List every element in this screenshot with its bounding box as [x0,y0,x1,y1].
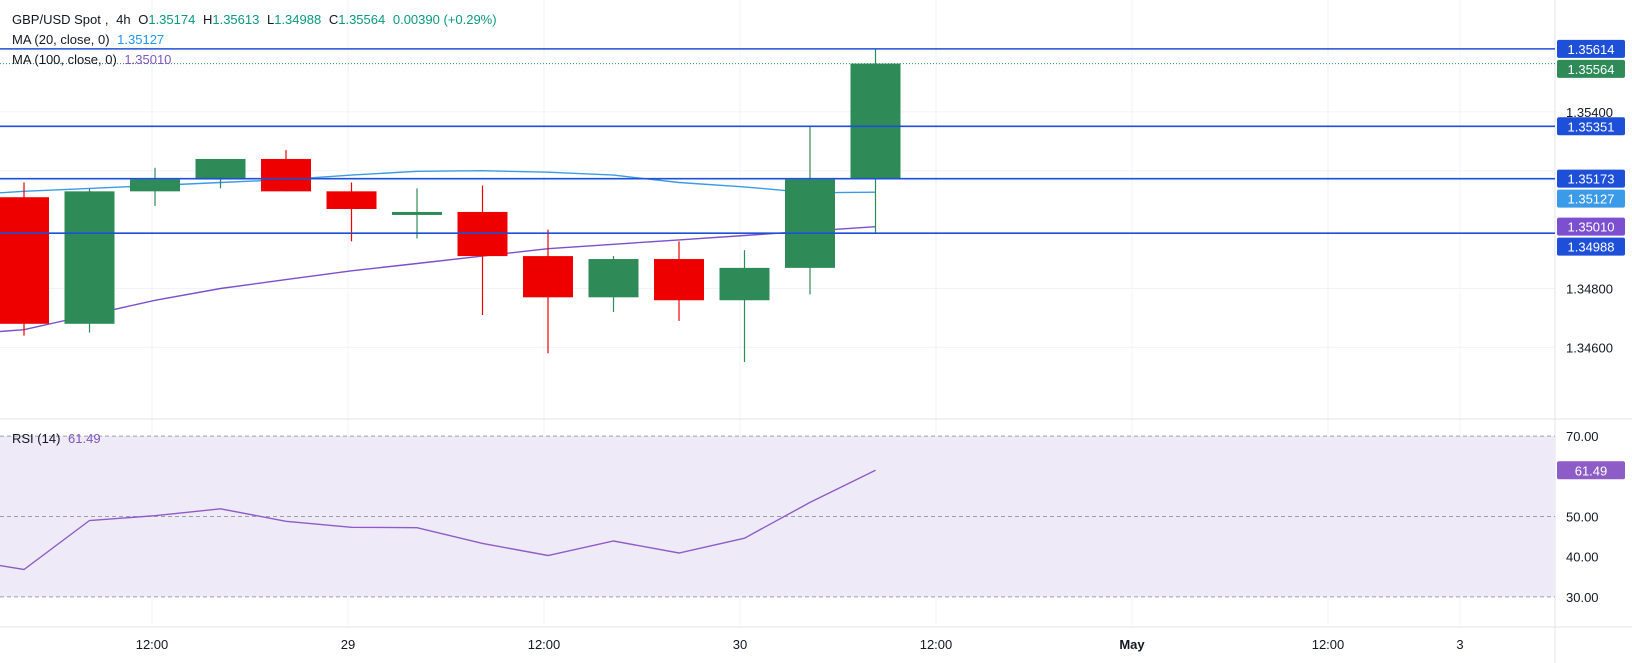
rsi-badge: 61.49 [1557,461,1625,480]
time-tick-label: 3 [1456,637,1463,652]
price-badge-text: 1.35614 [1568,42,1615,57]
candle-body [326,191,377,209]
time-axis[interactable]: 12:00 29 12:00 30 12:00 May 12:00 3 [136,637,1464,652]
rsi-legend[interactable]: RSI (14) 61.49 [12,431,105,447]
rsi-axis[interactable]: 70.00 50.00 40.00 30.00 [1566,429,1599,605]
candle [261,150,311,192]
price-badge-text: 1.35010 [1568,220,1615,235]
rsi-tick-label: 40.00 [1566,550,1599,565]
price-badge: 1.35173 [1557,169,1625,188]
candle [326,182,377,242]
candle-body [654,259,704,301]
price-badge: 1.35614 [1557,39,1625,58]
candle-body [0,197,49,324]
price-badge-text: 1.34988 [1568,240,1615,255]
symbol-legend[interactable]: GBP/USD Spot, 4h O1.35174 H1.35613 L1.34… [12,12,497,27]
candle [457,185,508,315]
candle-body [64,191,115,324]
rsi-value: 61.49 [68,431,101,446]
price-badges: 1.35614 1.35564 1.35351 1.35173 1.35127 1.350… [1557,39,1625,480]
price-badge: 1.35564 [1557,59,1625,78]
ohlc-close: C1.35564 [328,12,386,27]
candle-body [195,158,246,180]
horizontal-levels [0,48,1555,234]
candlesticks [0,49,901,363]
price-badge: 1.35010 [1557,217,1625,236]
price-badge-bg [1557,237,1625,256]
price-badge-text: 1.35564 [1568,62,1615,77]
price-badge-bg [1557,189,1625,208]
ohlc-low: L1.34988 [266,12,322,27]
price-badge-bg [1557,59,1625,78]
time-tick-label: 30 [733,637,747,652]
rsi-badge-text: 61.49 [1575,463,1608,478]
ma20-label: MA (20, close, 0) [12,32,110,47]
time-tick-label: 12:00 [1312,637,1345,652]
price-tick-label: 1.34600 [1566,340,1613,355]
price-badge-text: 1.35351 [1568,119,1615,134]
candle [785,126,835,295]
ohlc-high: H1.35613 [202,12,260,27]
price-axis[interactable]: 1.34600 1.34800 1.35400 [1566,105,1613,355]
price-badge-text: 1.35173 [1568,172,1615,187]
candle-body [719,267,770,301]
rsi-panel [0,435,1555,598]
candle-body [785,179,835,268]
price-badge: 1.35127 [1557,189,1625,208]
price-badge-bg [1557,117,1625,136]
rsi-tick-label: 70.00 [1566,429,1599,444]
rsi-label: RSI (14) [12,431,61,446]
candle-body [850,63,901,179]
price-badge-bg [1557,169,1625,188]
candle [719,250,770,363]
ma20-legend[interactable]: MA (20, close, 0) 1.35127 [12,32,168,48]
candle [523,229,573,354]
timeframe: 4h [116,12,131,27]
price-badge: 1.34988 [1557,237,1625,256]
time-tick-label: 12:00 [136,637,169,652]
symbol-name: GBP/USD Spot [12,12,101,27]
price-badge-text: 1.35127 [1568,192,1615,207]
candle [64,188,115,333]
price-badge-bg [1557,217,1625,236]
ma20-line [0,169,876,194]
time-tick-label: May [1119,637,1145,652]
candle-body [261,158,311,192]
ma100-value: 1.35010 [124,52,172,67]
price-tick-label: 1.35400 [1566,105,1613,120]
candle-body [130,179,180,192]
time-tick-label: 12:00 [920,637,953,652]
candle [0,182,49,336]
candle [588,256,639,313]
candle [392,188,442,239]
rsi-line [0,469,876,571]
ma100-label: MA (100, close, 0) [12,52,117,67]
price-badge: 1.35351 [1557,117,1625,136]
price-change: 0.00390 (+0.29%) [392,12,497,27]
ma20-value: 1.35127 [117,32,165,47]
candle [654,241,704,321]
candle [195,158,246,189]
price-badge-bg [1557,39,1625,58]
ma100-legend[interactable]: MA (100, close, 0) 1.35010 [12,52,175,68]
candle-body [392,211,442,215]
time-tick-label: 12:00 [528,637,561,652]
ohlc-open: O1.35174 [138,12,196,27]
candle [130,167,180,207]
price-tick-label: 1.34800 [1566,281,1613,296]
rsi-tick-label: 30.00 [1566,590,1599,605]
candle-body [457,211,508,257]
rsi-badge-bg [1557,461,1625,480]
candle-body [523,256,573,298]
candle-body [588,259,639,298]
time-tick-label: 29 [341,637,355,652]
rsi-tick-label: 50.00 [1566,509,1599,524]
candle [850,49,901,234]
